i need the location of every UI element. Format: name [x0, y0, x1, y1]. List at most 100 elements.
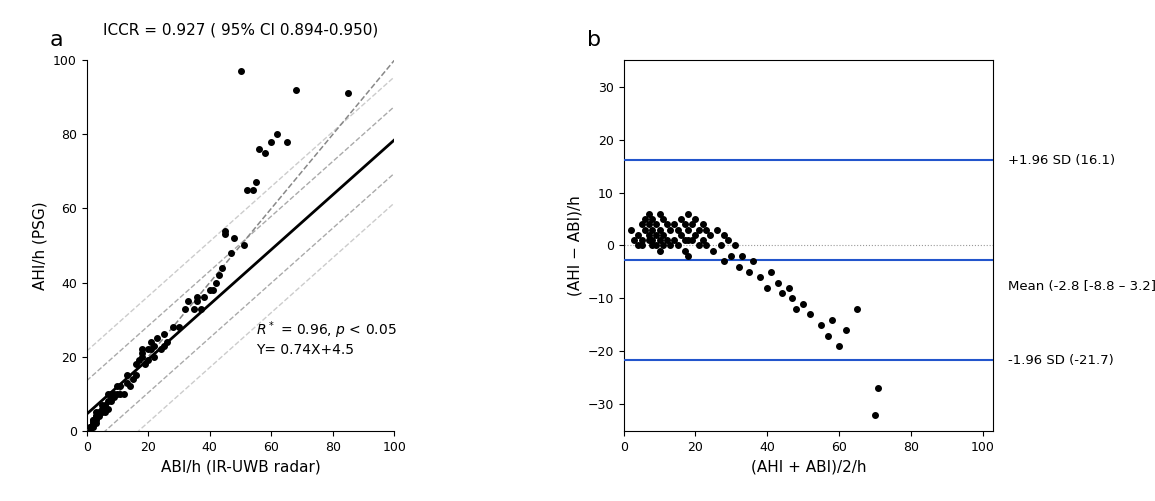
Point: [99, 397, 118, 405]
Point: [708, 225, 726, 233]
Point: [661, 225, 679, 233]
Point: [625, 236, 643, 244]
Point: [286, 86, 305, 94]
Point: [170, 323, 188, 331]
Point: [207, 279, 225, 287]
Point: [262, 138, 281, 146]
Text: ICCR = 0.927 ( 95% CI 0.894-0.950): ICCR = 0.927 ( 95% CI 0.894-0.950): [103, 23, 378, 38]
Point: [647, 231, 665, 239]
Point: [705, 247, 723, 255]
Point: [657, 220, 676, 228]
Point: [277, 138, 296, 146]
Point: [740, 268, 759, 276]
Point: [686, 231, 705, 239]
Point: [109, 390, 127, 398]
Point: [176, 305, 194, 313]
Point: [683, 236, 701, 244]
Point: [133, 349, 151, 357]
Point: [157, 338, 176, 346]
Point: [679, 210, 698, 218]
Point: [127, 360, 146, 368]
Point: [105, 390, 124, 398]
Point: [773, 289, 791, 297]
Point: [90, 412, 109, 420]
Point: [654, 231, 672, 239]
Point: [83, 416, 102, 424]
Point: [725, 241, 744, 249]
Point: [340, 90, 358, 98]
Point: [664, 220, 683, 228]
Point: [222, 249, 240, 257]
Point: [669, 241, 687, 249]
Text: b: b: [587, 31, 601, 51]
Point: [722, 252, 740, 260]
Point: [761, 268, 780, 276]
Point: [636, 225, 655, 233]
Point: [216, 230, 234, 238]
Point: [155, 331, 173, 339]
Point: [718, 236, 737, 244]
Point: [201, 286, 219, 294]
Point: [90, 408, 109, 416]
Point: [188, 297, 207, 305]
Point: [628, 241, 647, 249]
Point: [146, 342, 164, 350]
Point: [633, 220, 651, 228]
Point: [96, 405, 114, 413]
Point: [87, 419, 105, 427]
Point: [109, 382, 127, 390]
Point: [139, 345, 157, 353]
Text: $R^*$ = 0.96, $p$ < 0.05
Y= 0.74X+4.5: $R^*$ = 0.96, $p$ < 0.05 Y= 0.74X+4.5: [256, 320, 396, 357]
Point: [783, 295, 802, 303]
Point: [142, 345, 161, 353]
Point: [99, 405, 118, 413]
Text: -1.96 SD (-21.7): -1.96 SD (-21.7): [1007, 354, 1113, 367]
Point: [133, 345, 151, 353]
Point: [870, 384, 888, 392]
Point: [621, 225, 640, 233]
Point: [102, 393, 120, 401]
Point: [102, 397, 120, 405]
Point: [111, 390, 129, 398]
Text: a: a: [50, 31, 64, 51]
Point: [188, 294, 207, 302]
Point: [92, 405, 111, 413]
Point: [640, 236, 658, 244]
Point: [793, 300, 812, 308]
Point: [780, 284, 798, 292]
Point: [114, 390, 133, 398]
Point: [672, 231, 691, 239]
Point: [203, 286, 222, 294]
Point: [628, 231, 647, 239]
Text: Mean (-2.8 [-8.8 – 3.2]): Mean (-2.8 [-8.8 – 3.2]): [1007, 280, 1155, 293]
Point: [83, 423, 102, 431]
Y-axis label: (AHI − ABI)/h: (AHI − ABI)/h: [567, 195, 582, 296]
Point: [848, 305, 866, 313]
Point: [118, 371, 136, 379]
Point: [787, 305, 805, 313]
Point: [802, 310, 820, 318]
Point: [865, 411, 884, 419]
Point: [213, 264, 231, 272]
Point: [650, 210, 669, 218]
Point: [87, 416, 105, 424]
Point: [155, 342, 173, 350]
Point: [105, 393, 124, 401]
Point: [829, 342, 848, 350]
Point: [146, 353, 164, 361]
Point: [192, 305, 210, 313]
Point: [216, 226, 234, 234]
X-axis label: (AHI + ABI)/2/h: (AHI + ABI)/2/h: [751, 459, 866, 474]
Point: [231, 67, 249, 75]
Point: [676, 247, 694, 255]
Point: [139, 356, 157, 364]
Point: [733, 252, 752, 260]
Point: [256, 149, 275, 157]
Point: [249, 145, 268, 153]
Point: [690, 225, 708, 233]
Point: [696, 241, 715, 249]
Point: [643, 236, 662, 244]
Point: [83, 419, 102, 427]
Point: [711, 241, 730, 249]
Point: [142, 338, 161, 346]
